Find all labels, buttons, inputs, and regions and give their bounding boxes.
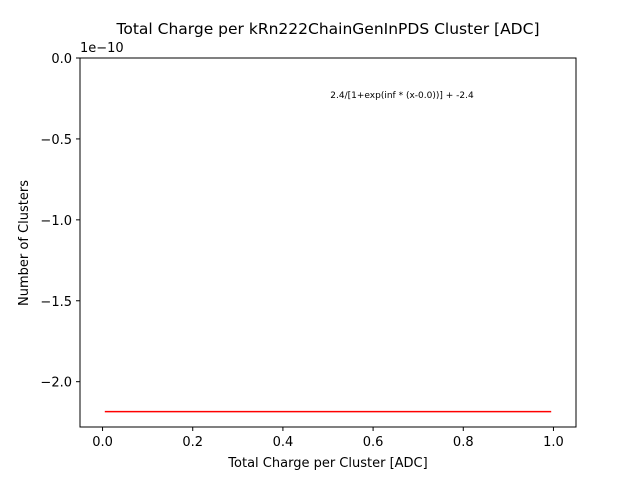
x-tick-label: 1.0 — [543, 435, 564, 450]
x-tick-label: 0.0 — [92, 435, 113, 450]
formula-annotation: 2.4/[1+exp(inf * (x-0.0))] + -2.4 — [330, 91, 474, 101]
x-tick-label: 0.6 — [363, 435, 384, 450]
x-tick-label: 0.8 — [453, 435, 474, 450]
y-axis: 0.0 −0.5 −1.0 −1.5 −2.0 — [40, 52, 80, 391]
y-tick-label: −1.5 — [40, 295, 72, 310]
y-tick-label: −0.5 — [40, 133, 72, 148]
y-tick-label: 0.0 — [51, 52, 72, 67]
y-offset-label: 1e−10 — [80, 41, 124, 56]
x-tick-label: 0.4 — [273, 435, 294, 450]
y-tick-label: −1.0 — [40, 214, 72, 229]
x-axis: 0.0 0.2 0.4 0.6 0.8 1.0 — [92, 427, 564, 450]
y-tick-label: −2.0 — [40, 376, 72, 391]
y-axis-label: Number of Clusters — [17, 180, 32, 306]
plot-area-frame — [79, 57, 577, 428]
x-axis-label: Total Charge per Cluster [ADC] — [227, 456, 427, 471]
x-tick-label: 0.2 — [182, 435, 203, 450]
chart-title: Total Charge per kRn222ChainGenInPDS Clu… — [116, 20, 540, 38]
